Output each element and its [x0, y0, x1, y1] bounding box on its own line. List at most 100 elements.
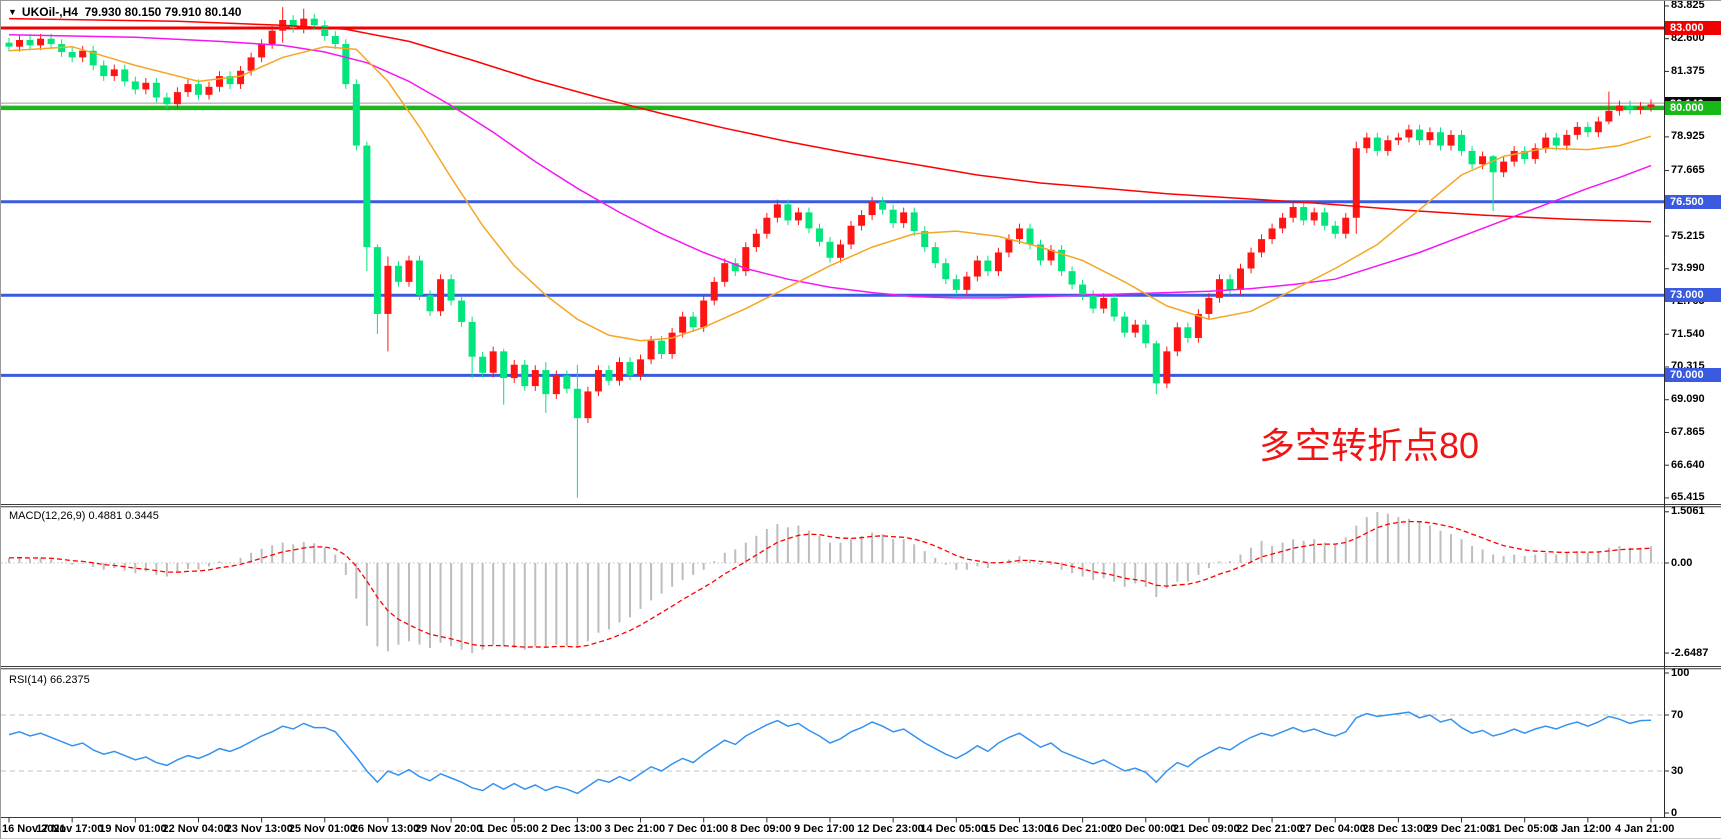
candle-body [1152, 343, 1160, 384]
candle-body [763, 217, 771, 234]
time-axis: 16 Nov 2021 17 Nov 17:00 19 Nov 01:00 22 No… [1, 818, 1721, 839]
ma-line-medium[interactable] [8, 33, 1652, 299]
candle-body [615, 362, 623, 381]
candle-body [1194, 313, 1202, 338]
time-label: 7 Dec 01:00 [667, 823, 729, 835]
candle-body [679, 316, 687, 333]
price-annotation-text[interactable]: 多空转折点80 [1259, 425, 1480, 466]
time-label: 23 Nov 13:00 [225, 823, 293, 835]
candle-body [1026, 228, 1034, 245]
candle-body [1626, 105, 1634, 110]
time-label: 8 Dec 09:00 [730, 823, 792, 835]
time-label: 26 Nov 13:00 [351, 823, 420, 835]
candle-body [1342, 217, 1350, 234]
price-tick-67.865: 67.865 [1671, 425, 1705, 438]
candle-body [658, 340, 666, 355]
time-label: 15 Dec 13:00 [983, 823, 1051, 835]
candle-body [1394, 137, 1402, 141]
candle-body [194, 84, 202, 95]
time-label: 9 Dec 17:00 [794, 823, 855, 835]
time-label: 29 Dec 21:00 [1425, 823, 1493, 835]
time-label: 12 Dec 23:00 [857, 823, 924, 835]
candle-body [1563, 134, 1571, 146]
horizontal-lines[interactable] [1, 26, 1664, 377]
ma-line-fast[interactable] [8, 45, 1652, 342]
time-label: 28 Dec 13:00 [1362, 823, 1430, 835]
macd-histogram[interactable] [8, 512, 1652, 654]
candlestick-series[interactable] [5, 7, 1655, 498]
price-tick-82.600: 82.600 [1671, 32, 1705, 45]
price-tick-77.665: 77.665 [1671, 164, 1705, 177]
candle-body [879, 201, 887, 210]
candle-body [994, 252, 1002, 272]
price-tick-65.415: 65.415 [1671, 491, 1705, 504]
candle-body [479, 356, 487, 373]
candle-body [1163, 351, 1171, 384]
candle-body [1289, 207, 1297, 218]
candle-body [1047, 249, 1055, 261]
time-label: 27 Dec 04:00 [1299, 823, 1366, 835]
candle-body [47, 38, 55, 45]
time-label: 21 Dec 09:00 [1172, 823, 1240, 835]
candle-body [952, 279, 960, 290]
candle-body [1215, 279, 1223, 298]
rsi-tick-30: 30 [1671, 764, 1684, 777]
candle-body [1068, 271, 1076, 285]
candle-body [216, 76, 224, 87]
candle-body [1594, 121, 1602, 133]
candle-body [437, 279, 445, 312]
candle-body [647, 340, 655, 360]
time-label: 25 Nov 01:00 [288, 823, 357, 835]
candle-body [1647, 104, 1655, 107]
candle-body [752, 233, 760, 248]
macd-tick--2.6487: -2.6487 [1671, 646, 1709, 659]
candle-body [1531, 148, 1539, 159]
candle-body [268, 30, 276, 45]
price-tick-78.925: 78.925 [1671, 130, 1705, 143]
time-label: 22 Nov 04:00 [162, 823, 230, 835]
candle-body [26, 40, 34, 46]
candle-body [1468, 150, 1476, 165]
candle-body [79, 50, 87, 58]
candle-body [1300, 207, 1308, 221]
candle-body [742, 247, 750, 272]
candle-body [1310, 212, 1318, 221]
candle-body [1573, 126, 1581, 135]
time-label: 29 Nov 20:00 [415, 823, 483, 835]
candle-body [1079, 284, 1087, 296]
candle-body [710, 281, 718, 301]
symbol-dropdown-icon[interactable]: ▼ [8, 7, 17, 17]
ma-line-slow[interactable] [8, 17, 1652, 223]
macd-signal-line[interactable] [8, 520, 1652, 648]
candle-body [910, 212, 918, 232]
price-tick-75.215: 75.215 [1671, 229, 1705, 242]
candle-body [921, 231, 929, 248]
rsi-indicator-label: RSI(14) 66.2375 [9, 674, 90, 686]
candle-body [373, 247, 381, 314]
macd-tick-0.00: 0.00 [1671, 556, 1693, 569]
candle-body [447, 279, 455, 301]
candle-body [68, 52, 76, 58]
price-tick-83.825: 83.825 [1671, 0, 1705, 12]
price-tick-66.640: 66.640 [1671, 458, 1705, 471]
candle-body [331, 36, 339, 45]
candle-body [668, 332, 676, 355]
candle-body [1384, 140, 1392, 151]
candle-body [847, 225, 855, 245]
price-tick-71.540: 71.540 [1671, 327, 1705, 340]
candle-body [1636, 106, 1644, 110]
candle-body [1089, 295, 1097, 309]
candle-body [173, 92, 181, 105]
candle-body [289, 19, 297, 28]
rsi-line[interactable] [8, 711, 1652, 795]
candle-body [258, 44, 266, 58]
candle-body [394, 265, 402, 282]
candle-body [237, 70, 245, 85]
candle-body [300, 18, 308, 28]
candle-body [931, 247, 939, 264]
time-label: 14 Dec 05:00 [920, 823, 987, 835]
candle-body [773, 204, 781, 218]
candle-body [247, 57, 255, 71]
